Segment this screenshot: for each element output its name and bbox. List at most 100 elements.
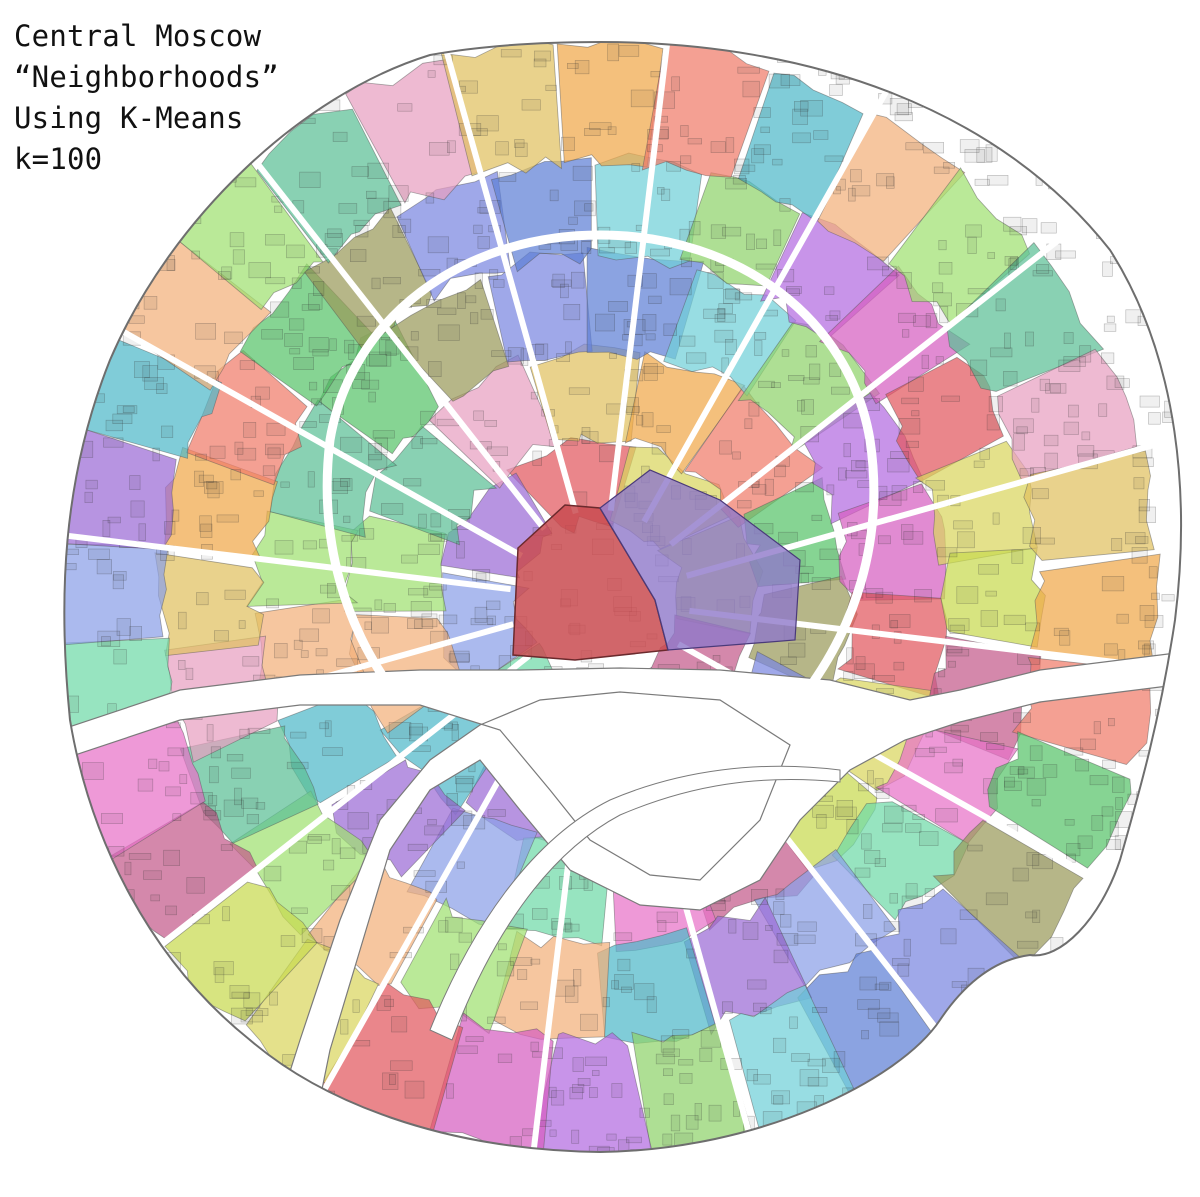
building-footprint xyxy=(800,572,809,584)
building-footprint xyxy=(305,88,323,101)
building-footprint xyxy=(602,996,610,1008)
building-footprint xyxy=(744,418,753,429)
building-footprint xyxy=(108,1061,124,1075)
building-footprint xyxy=(889,893,899,904)
building-footprint xyxy=(207,1024,218,1042)
building-footprint xyxy=(209,445,226,459)
building-footprint xyxy=(681,257,693,268)
building-footprint xyxy=(88,1061,96,1077)
building-footprint xyxy=(1145,986,1162,1002)
building-footprint xyxy=(885,176,895,189)
building-footprint xyxy=(111,1044,121,1056)
building-footprint xyxy=(1083,1042,1095,1053)
building-footprint xyxy=(889,614,911,628)
building-footprint xyxy=(923,142,945,154)
building-footprint xyxy=(905,142,923,151)
building-footprint xyxy=(572,1057,584,1072)
building-footprint xyxy=(975,995,997,1009)
building-footprint xyxy=(617,1139,630,1152)
building-footprint xyxy=(1179,1035,1182,1048)
building-footprint xyxy=(388,185,409,202)
neighborhood-cluster[interactable] xyxy=(932,819,1084,967)
building-footprint xyxy=(142,365,158,382)
building-footprint xyxy=(300,650,309,658)
building-footprint xyxy=(147,190,164,200)
building-footprint xyxy=(427,70,436,78)
neighborhood-cluster[interactable] xyxy=(386,278,510,402)
building-footprint xyxy=(98,225,114,238)
building-footprint xyxy=(385,339,397,356)
neighborhood-cluster[interactable] xyxy=(256,108,402,264)
building-footprint xyxy=(646,996,657,1014)
neighborhood-cluster[interactable] xyxy=(1023,450,1155,561)
building-footprint xyxy=(1170,913,1182,925)
building-footprint xyxy=(446,793,458,806)
building-footprint xyxy=(135,940,159,952)
building-footprint xyxy=(1001,967,1014,986)
building-footprint xyxy=(1173,866,1182,881)
building-footprint xyxy=(280,1155,294,1163)
building-footprint xyxy=(937,667,946,678)
building-footprint xyxy=(446,140,456,154)
building-footprint xyxy=(279,1100,289,1112)
building-footprint xyxy=(1032,853,1053,870)
neighborhood-cluster[interactable] xyxy=(624,351,746,475)
neighborhood-cluster[interactable] xyxy=(946,241,1105,392)
building-footprint xyxy=(1115,1110,1133,1121)
building-footprint xyxy=(129,626,143,641)
building-footprint xyxy=(113,649,127,665)
building-footprint xyxy=(994,1110,1016,1125)
building-footprint xyxy=(186,877,205,894)
building-footprint xyxy=(194,1081,206,1098)
building-footprint xyxy=(437,324,460,341)
building-footprint xyxy=(455,775,475,785)
building-footprint xyxy=(669,278,692,296)
building-footprint xyxy=(565,985,579,1003)
kitay-gorod-cluster[interactable] xyxy=(599,469,801,651)
building-footprint xyxy=(641,412,654,428)
building-footprint xyxy=(1144,615,1164,628)
building-footprint xyxy=(779,198,791,212)
building-footprint xyxy=(760,126,770,133)
neighborhood-cluster[interactable] xyxy=(529,1032,656,1164)
building-footprint xyxy=(1112,990,1129,1005)
building-footprint xyxy=(143,296,158,310)
building-footprint xyxy=(685,352,707,364)
building-footprint xyxy=(936,1134,944,1145)
building-footprint xyxy=(765,924,773,931)
building-footprint xyxy=(451,810,473,826)
building-footprint xyxy=(331,884,351,901)
building-footprint xyxy=(128,965,148,975)
building-footprint xyxy=(356,315,377,327)
building-footprint xyxy=(1009,226,1028,236)
building-footprint xyxy=(470,618,494,626)
building-footprint xyxy=(959,909,978,920)
building-footprint xyxy=(1087,161,1096,168)
building-footprint xyxy=(1101,806,1114,817)
building-footprint xyxy=(1102,261,1113,277)
neighborhood-cluster[interactable] xyxy=(987,730,1132,869)
building-footprint xyxy=(985,892,1008,906)
building-footprint xyxy=(1003,1062,1016,1072)
building-footprint xyxy=(222,906,230,922)
building-footprint xyxy=(86,270,95,285)
building-footprint xyxy=(1043,1116,1060,1123)
building-footprint xyxy=(845,1104,866,1117)
building-footprint xyxy=(1013,712,1031,723)
building-footprint xyxy=(1163,1084,1179,1095)
neighborhood-cluster[interactable] xyxy=(801,392,924,525)
building-footprint xyxy=(67,990,78,1007)
building-footprint xyxy=(772,158,783,166)
building-footprint xyxy=(822,1057,840,1073)
building-footprint xyxy=(165,905,177,916)
building-footprint xyxy=(152,447,160,462)
building-footprint xyxy=(112,574,124,590)
building-footprint xyxy=(359,528,375,540)
neighborhood-cluster[interactable] xyxy=(154,552,265,657)
building-footprint xyxy=(893,661,905,671)
building-footprint xyxy=(229,985,250,999)
building-footprint xyxy=(90,1059,114,1075)
building-footprint xyxy=(965,224,982,238)
building-footprint xyxy=(96,559,112,575)
building-footprint xyxy=(656,911,678,923)
